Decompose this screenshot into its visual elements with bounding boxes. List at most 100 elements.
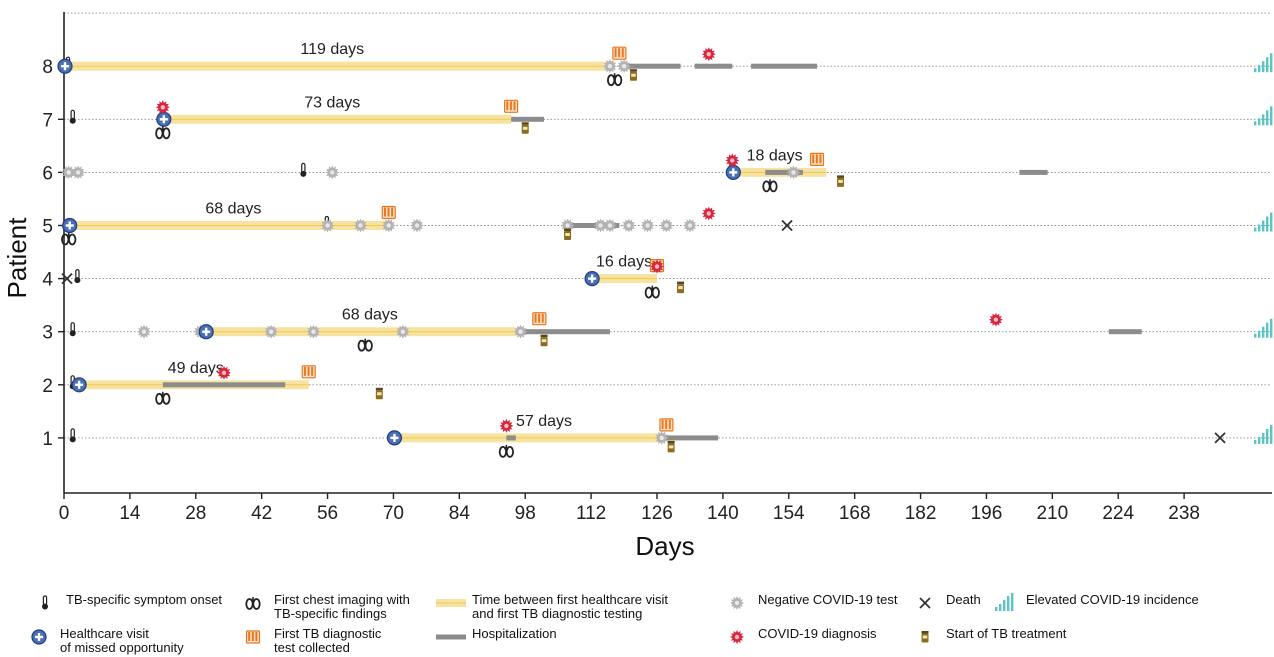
incidence-icon — [1254, 318, 1273, 338]
tb-treatment-icon — [375, 387, 383, 400]
legend-symptom-glyph-bulb — [42, 603, 48, 610]
tb-test-icon — [504, 99, 519, 113]
legend-covid-icon — [730, 630, 744, 644]
patient-row-6: 18 days — [61, 147, 1048, 193]
y-tick-label: 6 — [42, 163, 53, 184]
x-tick-label: 210 — [1036, 503, 1068, 524]
tb-test-icon-tube — [815, 154, 818, 164]
negative-covid-icon — [410, 218, 424, 233]
chest-imaging-icon-left-lung — [644, 286, 653, 299]
incidence-icon-bar — [1258, 118, 1261, 126]
x-tick-label: 56 — [317, 503, 338, 524]
negative-covid-icon-core — [621, 63, 627, 69]
symptom-onset-icon — [69, 428, 76, 443]
legend-treatment-glyph-cap — [921, 631, 929, 634]
tb-test-icon-tube — [538, 313, 541, 323]
negative-covid-icon — [306, 324, 321, 339]
legend-incidence-glyph-bar — [1007, 596, 1010, 611]
hospitalization-bar — [765, 169, 803, 175]
negative-covid-icon-core — [518, 329, 523, 334]
tb-treatment-icon — [540, 334, 548, 347]
tb-test-icon-tube — [506, 101, 509, 111]
chest-imaging-icon-left-lung — [762, 180, 771, 193]
legend-tbtest-glyph-tube — [248, 632, 251, 641]
negative-covid-icon — [381, 218, 396, 233]
legend-visit-icon — [31, 629, 47, 645]
death-icon — [61, 272, 73, 285]
incidence-icon-bar — [1266, 216, 1269, 232]
y-tick-label: 4 — [42, 270, 53, 291]
tb-test-icon-tube — [618, 48, 621, 58]
covid-diagnosis-icon-core — [730, 158, 735, 163]
patient-row-5: 68 days — [61, 201, 1273, 246]
legend-item-interval: Time between first healthcare visit and … — [436, 593, 668, 621]
incidence-icon-bar — [1254, 68, 1257, 73]
tb-test-icon-tube — [665, 419, 668, 429]
negative-covid-icon — [682, 218, 697, 233]
legend-label: Hospitalization — [472, 626, 557, 641]
negative-covid-icon-core — [325, 223, 330, 228]
death-icon-b — [781, 219, 793, 232]
incidence-icon-bar — [1270, 53, 1273, 73]
covid-diagnosis-icon — [701, 206, 716, 221]
legend-death-glyph — [919, 597, 931, 609]
covid-diagnosis-icon-core — [221, 370, 227, 375]
tb-test-icon-tube — [513, 101, 516, 111]
legend-negcovid-glyph-core — [734, 600, 740, 606]
legend-visit-glyph — [31, 629, 47, 645]
tb-test-icon-tube — [303, 366, 306, 376]
tb-treatment-icon-cap — [521, 122, 529, 125]
incidence-icon-bar — [1262, 432, 1265, 444]
negative-covid-icon — [602, 218, 617, 233]
tb-test-icon — [612, 46, 627, 60]
chest-imaging-icon — [644, 285, 660, 299]
healthcare-visit-icon-v — [68, 221, 71, 230]
legend-label: TB-specific symptom onset — [66, 592, 223, 607]
legend-incidence-glyph — [995, 593, 1014, 611]
patient-row-4: 16 days — [61, 254, 685, 299]
negative-covid-icon — [71, 165, 86, 180]
legend-visit-glyph-v — [37, 633, 41, 641]
chest-imaging-icon-right-lung — [769, 180, 778, 193]
incidence-icon-bar — [1270, 318, 1273, 338]
incidence-icon-bar — [1266, 322, 1269, 338]
legend-tbtest-glyph-tube — [251, 632, 254, 641]
chest-imaging-icon-right-lung — [162, 392, 171, 405]
negative-covid-icon-core — [414, 223, 420, 228]
tb-treatment-icon-label — [541, 339, 547, 343]
interval-label: 119 days — [300, 41, 364, 58]
healthcare-visit-icon — [156, 111, 172, 127]
incidence-icon — [1254, 106, 1273, 126]
negative-covid-icon-core — [659, 435, 664, 441]
x-tick-label: 238 — [1168, 503, 1200, 524]
death-icon — [781, 219, 793, 232]
patient-row-8: 119 days — [57, 41, 1273, 87]
tb-test-icon-tube — [509, 101, 512, 111]
hospitalization-bar — [1019, 169, 1048, 175]
tb-treatment-icon-label — [565, 233, 570, 236]
chest-imaging-icon — [607, 73, 623, 87]
incidence-icon — [1254, 424, 1273, 444]
patient-row-2: 49 days — [69, 360, 383, 405]
x-axis-title: Days — [635, 531, 694, 561]
healthcare-visit-icon — [386, 430, 403, 446]
tb-test-icon-tube — [311, 366, 314, 376]
tb-test-icon-tube — [812, 154, 815, 164]
y-tick-label: 3 — [42, 323, 53, 344]
covid-diagnosis-icon-core — [160, 105, 166, 110]
covid-diagnosis-icon-core — [993, 317, 999, 322]
incidence-icon-bar — [1258, 436, 1261, 444]
negative-covid-icon-core — [687, 223, 693, 228]
y-tick-label: 5 — [42, 217, 53, 238]
legend-tbtest-icon — [245, 630, 261, 644]
covid-diagnosis-icon — [499, 418, 514, 433]
negative-covid-icon — [395, 324, 410, 339]
legend-imaging-glyph-right-lung — [252, 598, 261, 610]
x-tick-label: 168 — [839, 503, 871, 524]
negative-covid-icon-core — [664, 223, 669, 228]
covid-diagnosis-icon — [725, 153, 740, 168]
tb-treatment-icon-cap — [629, 69, 637, 72]
legend-label: First chest imaging with TB-specific fin… — [274, 592, 410, 621]
death-icon-b — [61, 272, 73, 285]
incidence-icon-bar — [1254, 333, 1257, 338]
